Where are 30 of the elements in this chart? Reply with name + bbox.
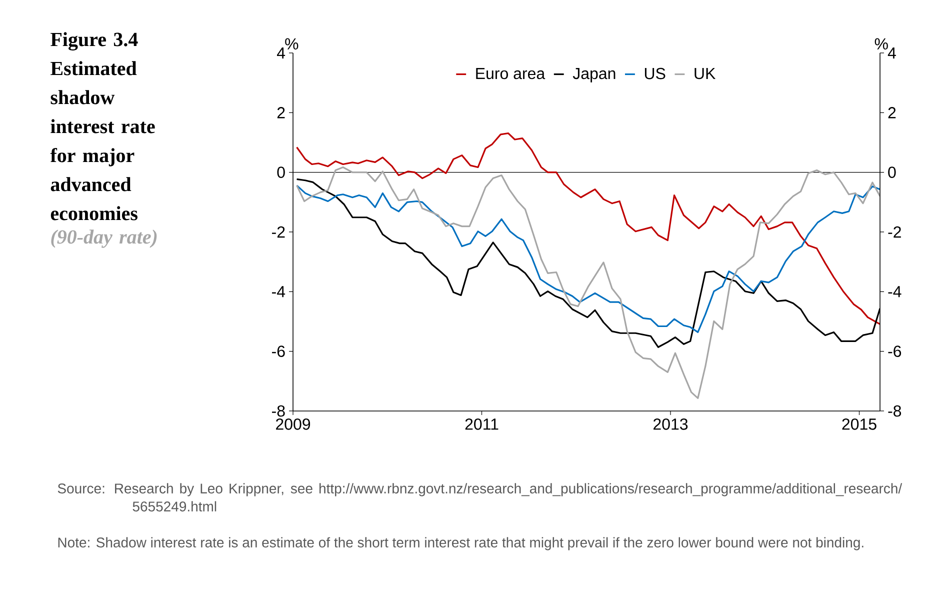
- text: (90-day rate): [51, 230, 157, 248]
- y2-tick-label: 0: [888, 166, 896, 178]
- text: Note: Shadow interest rate is an estimate of the short term interest rate that might prevail if the zero lower bound were not binding.: [58, 537, 864, 550]
- x-tick-label: 2013: [654, 418, 688, 430]
- x-tick-label: 2009: [276, 418, 310, 430]
- y2-tick-label: 2: [888, 107, 896, 118]
- y-tick-label: 2: [277, 107, 285, 118]
- y2-tick-label: -4: [888, 286, 902, 298]
- legend-label: UK: [694, 68, 716, 80]
- y-tick-label: 0: [277, 166, 285, 178]
- y-tick-label: -4: [272, 286, 286, 298]
- y2-tick-label: 4: [888, 47, 896, 58]
- y2-tick-label: -2: [888, 226, 901, 238]
- line-series: [296, 166, 880, 399]
- y2-axis-title: %: [874, 38, 888, 50]
- x-tick-label: 2015: [842, 418, 876, 430]
- source-note: Source: Research by Leo Krippner, see http://www.rbnz.govt.nz/research_and_publications/research_programme/additional_research/5655249.html: [58, 483, 902, 512]
- line-series: [296, 132, 880, 325]
- y2-tick-label: -6: [888, 346, 902, 357]
- y-tick-label: 4: [276, 47, 286, 58]
- legend-label: Japan: [572, 68, 616, 82]
- y2-tick-label: -8: [888, 405, 902, 417]
- legend-label: US: [644, 68, 666, 80]
- legend-label: Euro area: [476, 68, 546, 80]
- y-tick-label: -2: [272, 226, 285, 238]
- y-axis-title: %: [285, 38, 298, 50]
- y-tick-label: -6: [272, 346, 285, 357]
- text: Figure 3.4 Estimated shadow interest rate for major advanced economies: [50, 32, 155, 220]
- x-tick-label: 2011: [465, 418, 498, 430]
- y-tick-label: -8: [272, 405, 285, 417]
